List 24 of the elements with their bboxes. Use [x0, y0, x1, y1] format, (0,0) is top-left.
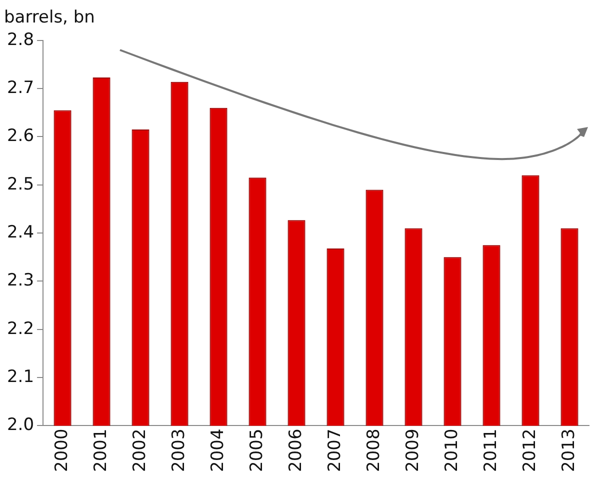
y-tick-label: 2.6	[6, 126, 34, 146]
y-tick-label: 2.3	[6, 270, 34, 291]
x-tick-label: 2009	[402, 428, 423, 472]
x-tick-label: 2004	[208, 428, 228, 472]
x-tick-label: 2006	[286, 428, 306, 472]
y-tick-label: 2.1	[6, 366, 34, 387]
y-axis-title: barrels, bn	[4, 8, 95, 28]
x-tick-label: 2010	[442, 428, 462, 472]
y-tick-label: 2.8	[6, 30, 34, 50]
y-tick-label: 2.5	[6, 174, 34, 194]
x-tick-label: 2000	[52, 428, 72, 472]
x-tick-label: 2008	[364, 428, 384, 472]
x-tick-label: 2005	[246, 428, 267, 472]
x-tick-label: 2002	[130, 428, 150, 472]
x-tick-label: 2011	[480, 428, 501, 472]
x-tick-label: 2001	[90, 428, 111, 472]
x-tick-label: 2003	[168, 428, 189, 472]
y-tick-label: 2.2	[6, 318, 34, 339]
y-tick-label: 2.7	[6, 78, 34, 98]
y-tick-label: 2.0	[6, 415, 34, 436]
x-tick-label: 2007	[324, 428, 345, 472]
y-tick-label: 2.4	[6, 222, 34, 242]
x-tick-label: 2012	[520, 428, 540, 472]
x-tick-label: 2013	[558, 428, 579, 472]
